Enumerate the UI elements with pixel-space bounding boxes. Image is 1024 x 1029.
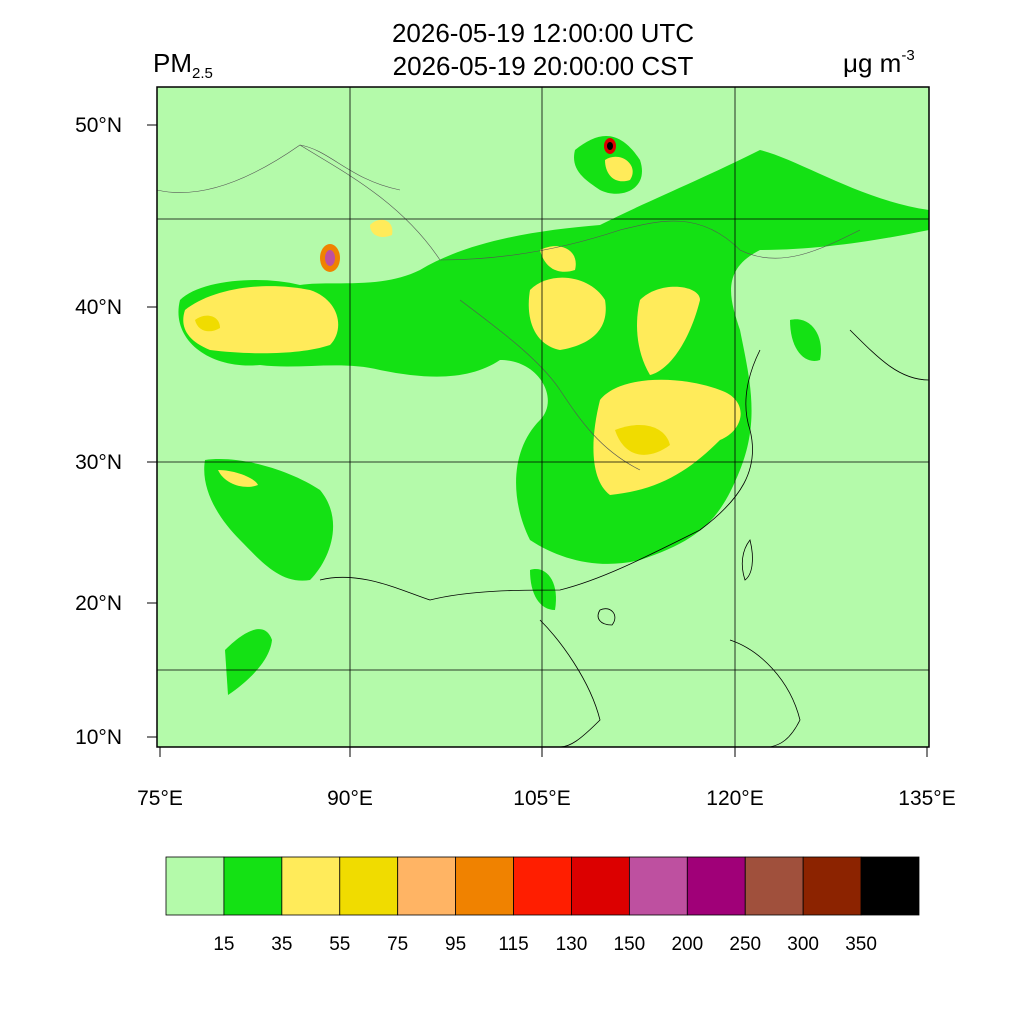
map-ticks: 75°E 90°E 105°E 120°E 135°E 50°N 40°N 30°N 20°N 1…	[75, 114, 956, 810]
colorbar-box	[628, 856, 688, 916]
unit-superscript: -3	[901, 47, 914, 64]
hotspot	[320, 138, 616, 272]
x-tick-label: 90°E	[327, 787, 373, 810]
title-line: 2026-05-19 12:00:00 UTC	[392, 18, 694, 48]
colorbar-box	[339, 856, 399, 916]
pollution-55	[183, 156, 741, 495]
colorbar-label: 115	[498, 934, 528, 955]
title-line: 2026-05-19 20:00:00 CST	[393, 51, 694, 81]
colorbar-label: 200	[671, 934, 703, 955]
variable-label: PM2.5	[153, 48, 213, 82]
x-tick-label: 135°E	[898, 787, 955, 810]
map	[156, 86, 930, 748]
colorbar-box	[802, 856, 862, 916]
map-frame	[156, 86, 930, 748]
borders	[156, 144, 861, 471]
colorbar-label: 95	[445, 934, 466, 955]
colorbar-label: 350	[845, 934, 877, 955]
colorbar-box	[744, 856, 804, 916]
coastline	[319, 329, 930, 748]
y-tick-label: 50°N	[75, 114, 122, 137]
colorbar-box	[860, 856, 920, 916]
colorbar-label: 35	[271, 934, 292, 955]
colorbar-box	[165, 856, 225, 916]
unit-label: μg m-3	[843, 47, 915, 78]
colorbar: 15 35 55 75 95 115 130 150 200 250 300 350	[165, 856, 920, 955]
colorbar-label: 55	[329, 934, 350, 955]
colorbar-box	[397, 856, 457, 916]
variable-name: PM	[153, 48, 192, 78]
y-tick-label: 10°N	[75, 726, 122, 749]
graticule	[157, 87, 929, 747]
colorbar-label: 15	[213, 934, 234, 955]
y-tick-label: 40°N	[75, 296, 122, 319]
colorbar-label: 75	[387, 934, 408, 955]
x-tick-label: 75°E	[137, 787, 183, 810]
pollution-75	[195, 315, 670, 455]
colorbar-box	[281, 856, 341, 916]
pollution-35	[178, 136, 929, 695]
y-tick-label: 20°N	[75, 592, 122, 615]
y-tick-label: 30°N	[75, 451, 122, 474]
colorbar-label: 130	[556, 934, 588, 955]
unit-name: μg m	[843, 48, 901, 78]
colorbar-label: 300	[787, 934, 819, 955]
colorbar-box	[686, 856, 746, 916]
colorbar-box	[223, 856, 283, 916]
x-tick-label: 105°E	[513, 787, 570, 810]
variable-subscript: 2.5	[192, 65, 213, 82]
x-tick-label: 120°E	[706, 787, 763, 810]
colorbar-box	[455, 856, 514, 916]
colorbar-box	[571, 856, 630, 916]
colorbar-label: 150	[614, 934, 646, 955]
colorbar-label: 250	[729, 934, 761, 955]
colorbar-box	[513, 856, 572, 916]
